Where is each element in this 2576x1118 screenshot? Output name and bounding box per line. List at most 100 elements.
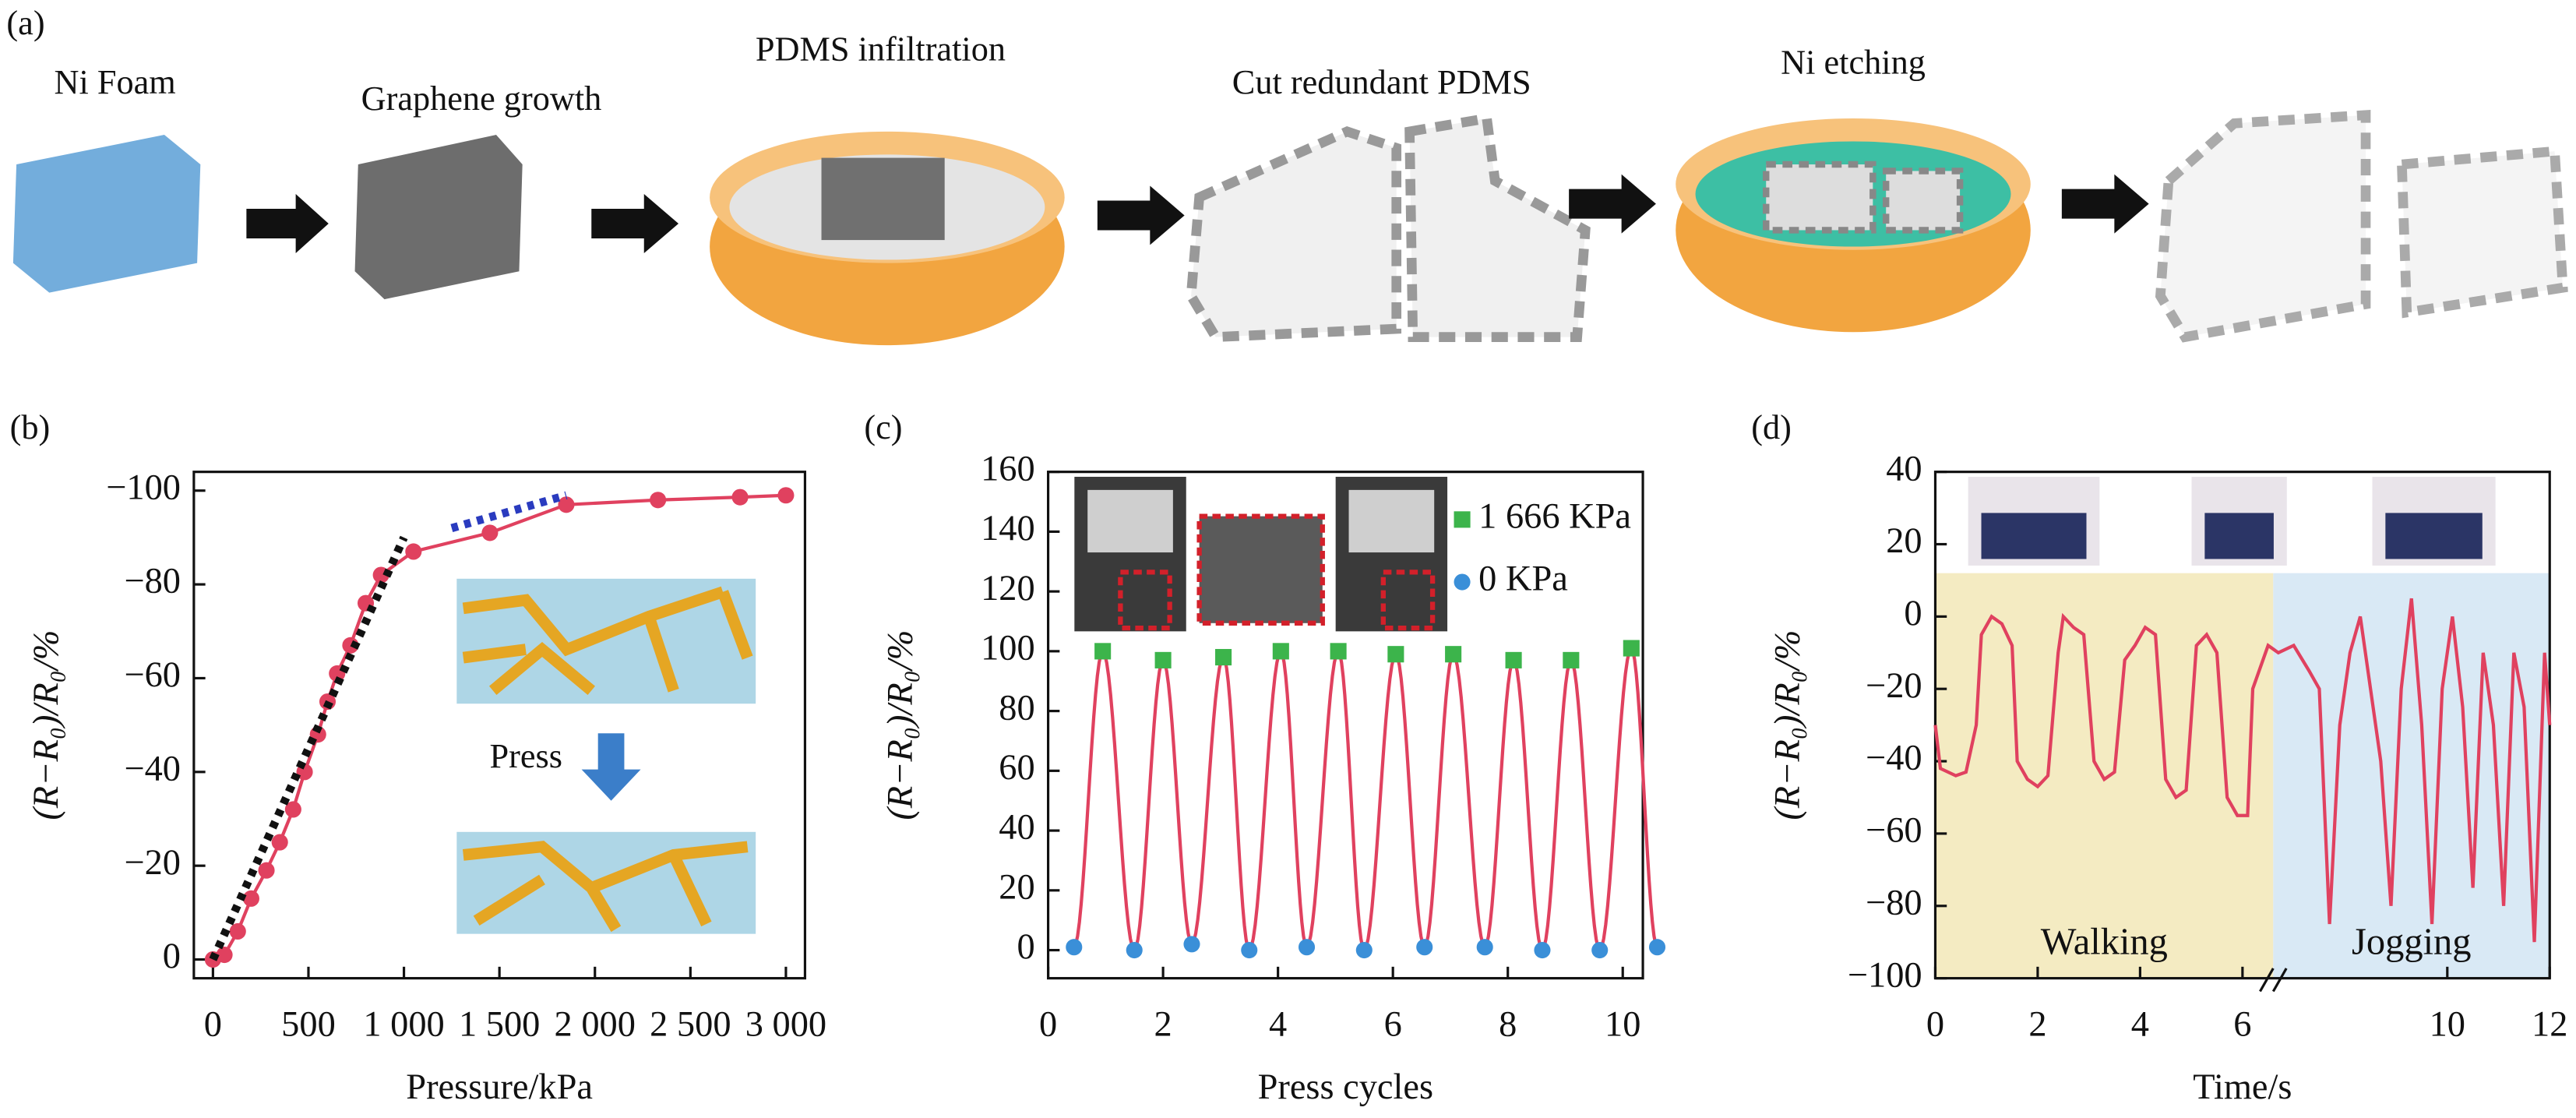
x-tick-label: 500 bbox=[281, 1005, 336, 1045]
region-label: Jogging bbox=[2352, 922, 2472, 963]
y-tick-label: −20 bbox=[124, 843, 181, 883]
point bbox=[1505, 651, 1522, 668]
x-axis-label: Time/s bbox=[2193, 1067, 2292, 1107]
x-tick-label: 8 bbox=[1499, 1005, 1517, 1045]
panel-label: (d) bbox=[1751, 408, 1792, 446]
point bbox=[242, 890, 259, 907]
y-tick-label: 20 bbox=[999, 867, 1034, 907]
point bbox=[1445, 646, 1462, 663]
point bbox=[229, 922, 246, 940]
series-line bbox=[209, 535, 408, 961]
y-tick-label: 20 bbox=[1886, 521, 1922, 561]
point bbox=[1591, 942, 1609, 959]
axes-frame bbox=[1046, 471, 1644, 980]
point bbox=[558, 496, 575, 513]
x-tick-label: 2 bbox=[2028, 1005, 2046, 1045]
x-tick-label: 1 000 bbox=[363, 1005, 444, 1045]
x-tick-label: 12 bbox=[2532, 1005, 2567, 1045]
x-tick-label: 4 bbox=[2131, 1005, 2149, 1045]
y-tick-label: 160 bbox=[981, 449, 1035, 488]
photo-inset bbox=[2204, 513, 2274, 559]
point bbox=[271, 834, 288, 851]
x-tick-label: 0 bbox=[1926, 1005, 1944, 1045]
x-axis-label: Press cycles bbox=[1258, 1067, 1433, 1107]
point bbox=[1623, 640, 1640, 657]
y-tick-label: −80 bbox=[1866, 883, 1922, 922]
region bbox=[1935, 573, 2274, 979]
y-tick-label: 0 bbox=[1904, 594, 1922, 633]
y-axis-label: (R−R₀)/R₀/% bbox=[26, 630, 66, 820]
x-tick-label: 2 bbox=[1154, 1005, 1172, 1045]
y-tick-label: 80 bbox=[999, 688, 1034, 728]
point bbox=[1126, 942, 1143, 959]
x-axis-label: Pressure/kPa bbox=[406, 1067, 593, 1107]
point bbox=[1476, 939, 1493, 956]
fit-curve bbox=[1072, 645, 1659, 954]
axis-break bbox=[2259, 968, 2288, 993]
legend-label: 1 666 KPa bbox=[1478, 497, 1631, 537]
x-tick-label: 3 000 bbox=[745, 1005, 826, 1045]
point bbox=[405, 543, 422, 560]
photo-insets bbox=[1074, 476, 1448, 632]
series-line bbox=[1933, 598, 2552, 943]
point bbox=[1416, 939, 1433, 956]
point bbox=[1387, 646, 1404, 663]
legend-marker bbox=[1454, 511, 1471, 528]
y-tick-label: −100 bbox=[1848, 955, 1922, 995]
y-tick-label: −100 bbox=[106, 467, 181, 507]
step-label: Ni Foam bbox=[55, 63, 176, 101]
y-tick-label: 0 bbox=[163, 936, 181, 976]
x-tick-label: 2 500 bbox=[650, 1005, 731, 1045]
photo-inset bbox=[2385, 513, 2483, 559]
x-tick-label: 10 bbox=[1605, 1005, 1640, 1045]
y-tick-label: 100 bbox=[981, 629, 1035, 668]
point bbox=[777, 487, 795, 504]
panel-label: (a) bbox=[6, 4, 44, 42]
y-axis-label: (R−R₀)/R₀/% bbox=[881, 630, 921, 820]
step-label: Cut redundant PDMS bbox=[1232, 63, 1531, 101]
point bbox=[216, 946, 233, 964]
panel-label: (b) bbox=[10, 408, 51, 446]
point bbox=[1355, 942, 1373, 959]
point bbox=[284, 801, 301, 818]
region bbox=[2273, 573, 2550, 979]
point bbox=[1534, 942, 1551, 959]
y-tick-label: 60 bbox=[999, 748, 1034, 788]
y-axis-label: (R−R₀)/R₀/% bbox=[1768, 630, 1808, 820]
legend-label: 0 KPa bbox=[1478, 559, 1568, 599]
schematic bbox=[12, 109, 2568, 346]
step-label: Ni etching bbox=[1781, 44, 1926, 82]
step-label: PDMS infiltration bbox=[756, 30, 1006, 69]
point bbox=[731, 488, 749, 506]
point bbox=[1215, 648, 1232, 666]
x-tick-label: 1 500 bbox=[459, 1005, 540, 1045]
point bbox=[650, 492, 667, 509]
legend-marker bbox=[1454, 573, 1471, 591]
step-label: Graphene growth bbox=[361, 79, 602, 118]
point bbox=[1066, 939, 1083, 956]
y-tick-label: −60 bbox=[124, 655, 181, 695]
panel-label: (c) bbox=[864, 408, 902, 446]
y-tick-label: 140 bbox=[981, 509, 1035, 548]
point bbox=[258, 862, 275, 879]
point bbox=[1094, 643, 1112, 660]
x-tick-label: 0 bbox=[1039, 1005, 1057, 1045]
point bbox=[1648, 939, 1666, 956]
y-tick-label: −20 bbox=[1866, 666, 1922, 706]
point bbox=[481, 524, 499, 541]
y-tick-label: −40 bbox=[1866, 739, 1922, 778]
point bbox=[1241, 942, 1258, 959]
photo-inset bbox=[1981, 513, 2087, 559]
x-tick-label: 6 bbox=[2233, 1005, 2251, 1045]
x-tick-label: 2 000 bbox=[555, 1005, 636, 1045]
y-tick-label: −60 bbox=[1866, 811, 1922, 851]
press-inset bbox=[456, 578, 756, 934]
region-label: Walking bbox=[2041, 922, 2168, 963]
point bbox=[1330, 643, 1347, 660]
annotation: Press bbox=[489, 737, 562, 775]
y-tick-label: 120 bbox=[981, 569, 1035, 608]
point bbox=[1272, 643, 1289, 660]
point bbox=[1298, 939, 1316, 956]
x-tick-label: 4 bbox=[1269, 1005, 1287, 1045]
